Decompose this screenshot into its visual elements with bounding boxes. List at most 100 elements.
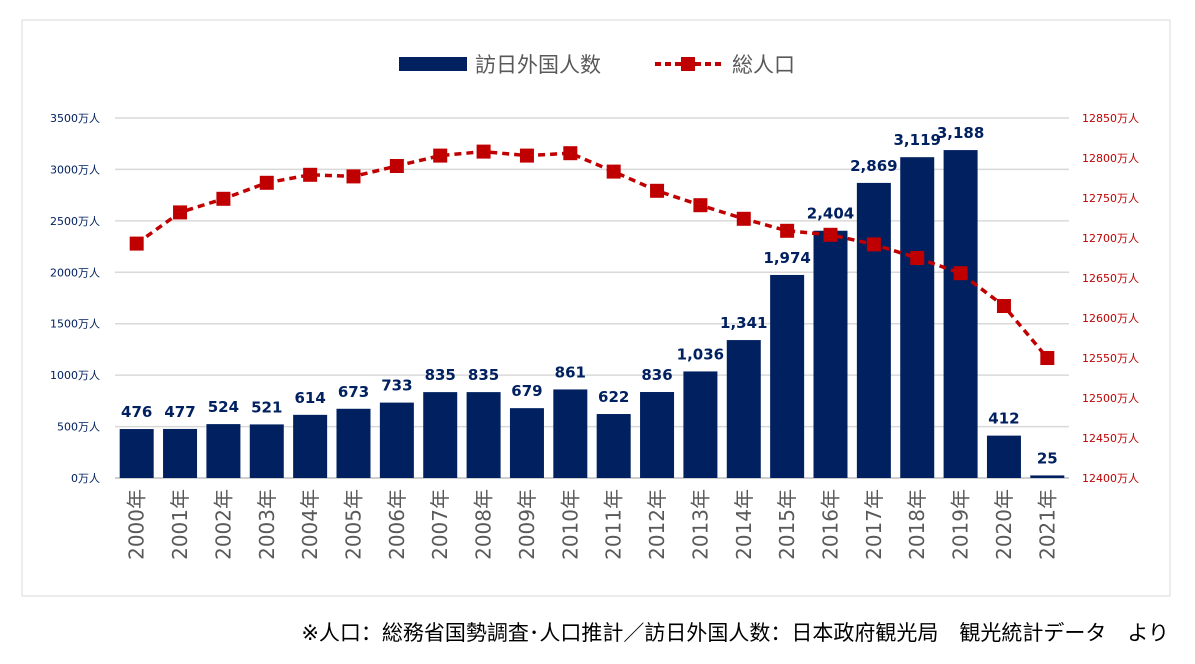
left-axis-tick-label: 1000万人 xyxy=(50,369,100,382)
bar-data-label: 477 xyxy=(164,403,195,421)
population-marker xyxy=(216,191,231,206)
x-axis-tick-label: 2008年 xyxy=(472,489,496,560)
bar xyxy=(423,392,458,478)
right-axis-tick-label: 12450万人 xyxy=(1082,432,1139,445)
population-marker xyxy=(476,144,491,159)
bar-data-label: 2,404 xyxy=(807,205,854,223)
x-axis-tick-label: 2012年 xyxy=(645,489,669,560)
x-axis-tick-label: 2007年 xyxy=(428,489,452,560)
x-axis-tick-label: 2021年 xyxy=(1035,489,1059,560)
legend-bar-swatch xyxy=(399,57,467,71)
population-marker xyxy=(519,148,534,163)
population-marker xyxy=(389,159,404,173)
source-footnote: ※人口：総務省国勢調査･人口推計／訪日外国人数：日本政府観光局 観光統計データ … xyxy=(301,621,1169,645)
population-marker xyxy=(259,175,274,190)
population-marker xyxy=(346,169,361,184)
bar-data-label: 836 xyxy=(641,366,672,384)
right-axis-tick-label: 12550万人 xyxy=(1082,352,1139,365)
bar-data-label: 1,036 xyxy=(677,345,724,363)
bar-data-label: 835 xyxy=(425,366,456,384)
x-axis-tick-label: 2009年 xyxy=(515,489,539,560)
x-axis-tick-label: 2000年 xyxy=(125,489,149,560)
x-axis-tick-label: 2001年 xyxy=(168,489,192,560)
bar-data-label: 835 xyxy=(468,366,499,384)
x-axis-tick-label: 2004年 xyxy=(298,489,322,560)
x-axis-tick-label: 2006年 xyxy=(385,489,409,560)
population-marker xyxy=(693,198,708,213)
population-marker xyxy=(606,164,621,179)
population-marker xyxy=(303,167,318,182)
bar-data-label: 861 xyxy=(555,363,586,381)
bar xyxy=(293,414,328,478)
bar-data-label: 3,188 xyxy=(937,124,984,142)
bar-data-label: 1,341 xyxy=(720,314,767,332)
population-marker xyxy=(433,148,448,163)
right-axis-tick-label: 12800万人 xyxy=(1082,152,1139,165)
x-axis-tick-label: 2011年 xyxy=(602,489,626,560)
left-axis-tick-label: 2500万人 xyxy=(50,215,100,228)
bar xyxy=(813,230,848,478)
left-axis-tick-label: 1500万人 xyxy=(50,318,100,331)
bar xyxy=(336,408,371,478)
population-marker xyxy=(736,211,751,226)
x-axis-tick-label: 2010年 xyxy=(558,489,582,560)
x-axis-tick-label: 2014年 xyxy=(732,489,756,560)
bar xyxy=(986,435,1021,478)
bar xyxy=(726,340,761,478)
left-axis-tick-label: 3000万人 xyxy=(50,163,100,176)
bar xyxy=(466,392,501,478)
bar-data-label: 679 xyxy=(511,382,542,400)
bar xyxy=(770,274,805,478)
left-axis-tick-label: 500万人 xyxy=(57,421,100,434)
bar-data-label: 2,869 xyxy=(850,157,897,175)
bar xyxy=(856,182,891,478)
bar-data-label: 524 xyxy=(208,398,239,416)
bar xyxy=(900,157,935,478)
population-marker xyxy=(129,236,144,251)
bar-data-label: 3,119 xyxy=(894,131,941,149)
right-axis-tick-label: 12650万人 xyxy=(1082,272,1139,285)
legend-line-marker xyxy=(681,57,695,71)
right-axis-tick-label: 12400万人 xyxy=(1082,472,1139,485)
bar-data-label: 412 xyxy=(988,410,1019,428)
x-axis-tick-label: 2002年 xyxy=(211,489,235,560)
population-marker xyxy=(780,223,795,238)
population-marker xyxy=(953,266,968,281)
bar xyxy=(379,402,414,478)
population-line xyxy=(135,149,1049,360)
x-axis-tick-label: 2017年 xyxy=(862,489,886,560)
bar xyxy=(943,150,978,478)
left-axis-tick-label: 3500万人 xyxy=(50,112,100,125)
x-axis-tick-label: 2015年 xyxy=(775,489,799,560)
population-marker xyxy=(1040,351,1055,365)
population-marker xyxy=(173,205,188,220)
x-axis-tick-label: 2013年 xyxy=(688,489,712,560)
bar-data-label: 476 xyxy=(121,403,152,421)
x-axis-tick-label: 2016年 xyxy=(819,489,843,560)
bar-data-label: 614 xyxy=(294,389,325,407)
population-marker xyxy=(910,251,925,265)
bar xyxy=(163,428,198,478)
bar xyxy=(206,424,241,478)
bar-data-label: 733 xyxy=(381,377,412,395)
population-marker xyxy=(563,146,578,161)
x-axis-tick-label: 2018年 xyxy=(905,489,929,560)
bar xyxy=(1030,475,1065,478)
right-axis-tick-label: 12850万人 xyxy=(1082,112,1139,125)
bar-data-label: 1,974 xyxy=(763,249,810,267)
bar-data-label: 521 xyxy=(251,398,282,416)
legend-bar-label: 訪日外国人数 xyxy=(475,53,601,77)
right-axis-tick-label: 12600万人 xyxy=(1082,312,1139,325)
bar xyxy=(553,389,588,478)
population-marker xyxy=(996,299,1011,313)
x-axis-tick-label: 2019年 xyxy=(949,489,973,560)
population-marker xyxy=(866,237,881,252)
left-axis-tick-label: 2000万人 xyxy=(50,266,100,279)
bar xyxy=(683,371,718,478)
chart-border xyxy=(21,19,1171,597)
right-axis-tick-label: 12700万人 xyxy=(1082,232,1139,245)
bar-data-label: 622 xyxy=(598,388,629,406)
bar xyxy=(119,429,154,478)
x-axis-tick-label: 2005年 xyxy=(342,489,366,560)
